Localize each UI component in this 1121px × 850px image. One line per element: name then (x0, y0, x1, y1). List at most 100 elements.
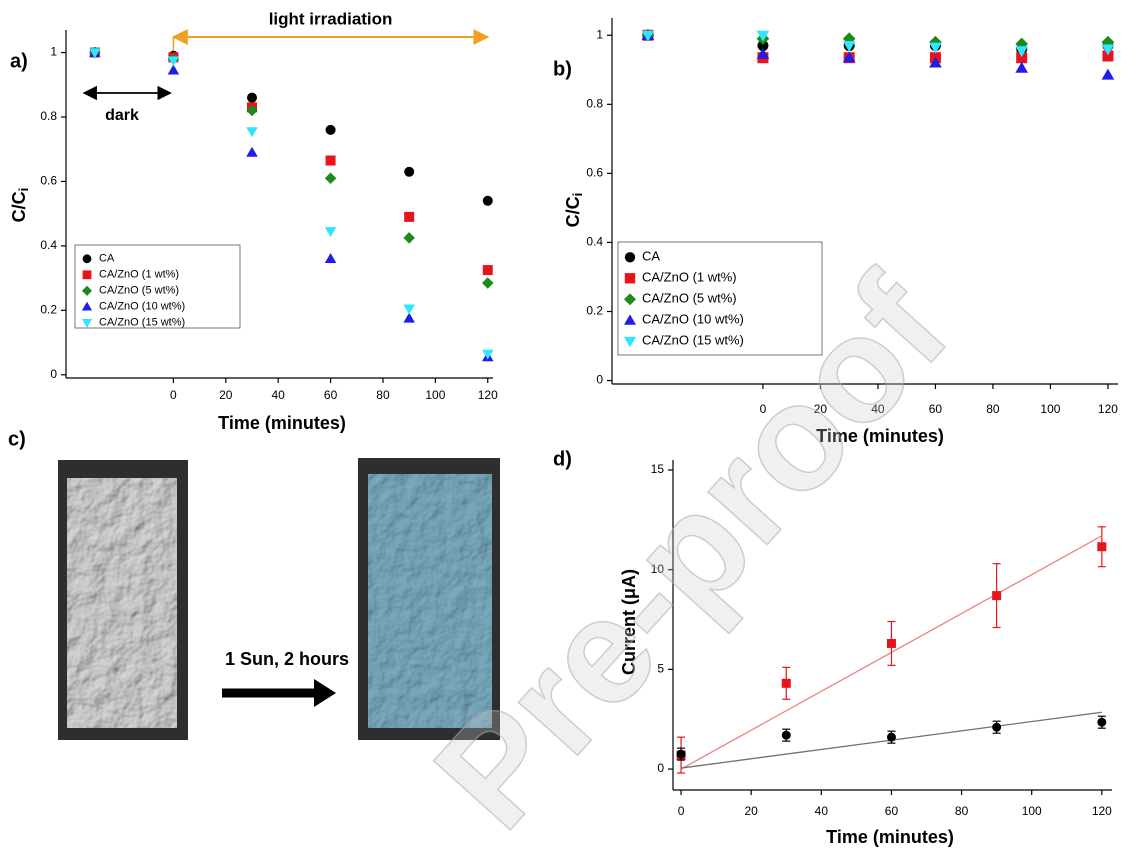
marker (781, 678, 791, 688)
legend-box (74, 244, 241, 329)
y-axis-label-subscript: i (16, 188, 31, 192)
marker (246, 146, 258, 157)
marker (1097, 542, 1107, 552)
y-axis-label-text: Current (μA) (619, 569, 639, 675)
y-tick-label: 0.8 (586, 96, 603, 110)
y-tick-label: 15 (651, 462, 665, 476)
marker (82, 270, 92, 280)
legend-box (617, 241, 823, 356)
marker (886, 732, 896, 742)
marker (1101, 68, 1115, 80)
marker (1101, 35, 1115, 49)
marker (1097, 717, 1107, 727)
chart: a) 0 0.2 0.4 0.6 0.8 1 0 20 40 60 80 100 120 Time (min… (9, 9, 498, 432)
marker (1101, 44, 1115, 56)
marker (1015, 46, 1029, 58)
y-tick-label: 0.4 (40, 238, 57, 252)
chart: b) 0 0.2 0.4 0.6 0.8 1 0 20 40 60 80 100 120 Time (min… (553, 18, 1118, 446)
photo-annotation: 1 Sun, 2 hours (225, 649, 349, 669)
foil-tint (368, 474, 492, 728)
marker (1015, 37, 1029, 51)
marker (482, 277, 494, 289)
y-tick-label: 5 (657, 662, 664, 676)
marker (624, 273, 636, 284)
y-tick-label: 0.2 (586, 304, 603, 318)
legend-label: CA/ZnO (10 wt%) (99, 301, 185, 313)
marker (1102, 50, 1114, 62)
marker (482, 349, 494, 360)
y-tick-label: 0 (596, 373, 603, 387)
y-tick-label: 0.2 (40, 303, 57, 317)
marker (992, 591, 1002, 601)
marker (246, 127, 258, 138)
y-tick-label: 0.4 (586, 235, 603, 249)
x-tick-label: 120 (478, 388, 498, 402)
x-tick-label: 40 (871, 402, 885, 416)
x-tick-label: 60 (929, 402, 943, 416)
marker (404, 211, 415, 222)
panel-label: b) (553, 58, 572, 80)
legend-label: CA/ZnO (1 wt%) (99, 269, 179, 281)
legend-label: CA (99, 253, 115, 265)
photo-panel: c) 1 Sun, 2 hours (8, 428, 500, 740)
marker (482, 265, 493, 276)
y-tick-label: 0.6 (586, 166, 603, 180)
y-tick-label: 0 (50, 367, 57, 381)
marker (324, 253, 337, 264)
panel-label: c) (8, 428, 26, 450)
x-axis-label: Time (minutes) (816, 426, 944, 446)
marker (246, 104, 258, 117)
y-tick-label: 0.8 (40, 109, 57, 123)
marker (842, 51, 856, 63)
legend-label: CA/ZnO (15 wt%) (99, 317, 185, 329)
chart: d) 0 5 10 15 0 20 40 60 80 100 120 Time (minutes) Cur… (553, 448, 1112, 846)
x-tick-label: 60 (324, 388, 338, 402)
x-tick-label: 100 (425, 388, 445, 402)
y-axis-label-text: C/C (563, 196, 583, 227)
x-axis-label: Time (minutes) (826, 827, 954, 847)
marker (81, 319, 93, 328)
x-tick-label: 40 (815, 804, 829, 818)
y-axis-label: C/Ci (563, 193, 586, 228)
marker (167, 56, 180, 67)
x-tick-label: 100 (1022, 804, 1042, 818)
marker (404, 166, 415, 177)
marker (324, 227, 337, 238)
marker (246, 92, 257, 103)
arrow-head (314, 679, 336, 707)
panel-label: d) (553, 448, 572, 470)
marker (757, 40, 769, 52)
y-axis-label-text: C/C (9, 191, 29, 222)
legend-label: CA/ZnO (10 wt%) (642, 312, 744, 327)
marker (756, 30, 770, 42)
legend-label: CA/ZnO (1 wt%) (642, 270, 737, 285)
legend-label: CA/ZnO (15 wt%) (642, 333, 744, 348)
x-axis-label: Time (minutes) (218, 413, 346, 433)
marker (756, 47, 770, 59)
x-tick-label: 20 (219, 388, 233, 402)
marker (167, 64, 180, 75)
y-axis-label-subscript: i (570, 193, 585, 197)
marker (325, 155, 336, 166)
x-tick-label: 40 (272, 388, 286, 402)
x-tick-label: 60 (885, 804, 899, 818)
marker (89, 48, 101, 59)
marker (929, 56, 942, 68)
marker (992, 722, 1002, 732)
marker (624, 252, 636, 263)
x-tick-label: 80 (376, 388, 390, 402)
x-tick-label: 120 (1092, 804, 1112, 818)
x-tick-label: 80 (955, 804, 969, 818)
marker (1016, 52, 1028, 64)
foil-before (67, 478, 177, 728)
marker (676, 749, 686, 759)
y-tick-label: 0.6 (40, 174, 57, 188)
marker (482, 195, 493, 206)
x-tick-label: 20 (745, 804, 759, 818)
y-tick-label: 10 (651, 562, 665, 576)
x-tick-label: 0 (760, 402, 767, 416)
legend-label: CA (642, 249, 660, 264)
marker (624, 293, 636, 306)
